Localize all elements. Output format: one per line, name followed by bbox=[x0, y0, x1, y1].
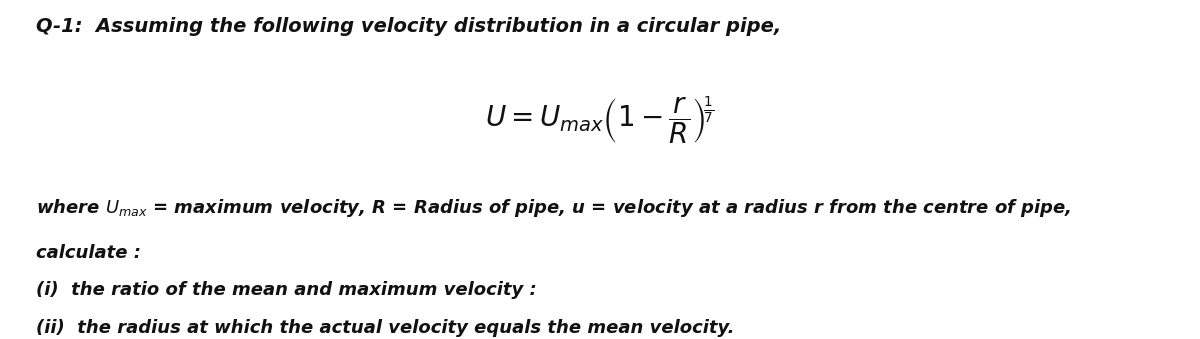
Text: (i)  the ratio of the mean and maximum velocity :: (i) the ratio of the mean and maximum ve… bbox=[36, 281, 536, 299]
Text: (ii)  the radius at which the actual velocity equals the mean velocity.: (ii) the radius at which the actual velo… bbox=[36, 319, 734, 337]
Text: where $U_{max}$ = maximum velocity, R = Radius of pipe, u = velocity at a radius: where $U_{max}$ = maximum velocity, R = … bbox=[36, 197, 1072, 219]
Text: Q-1:  Assuming the following velocity distribution in a circular pipe,: Q-1: Assuming the following velocity dis… bbox=[36, 17, 781, 36]
Text: calculate :: calculate : bbox=[36, 244, 142, 262]
Text: $\mathit{U} = \mathit{U}_{max}\left(\mathit{1}-\dfrac{\mathit{r}}{\mathit{R}}\ri: $\mathit{U} = \mathit{U}_{max}\left(\mat… bbox=[485, 95, 715, 146]
